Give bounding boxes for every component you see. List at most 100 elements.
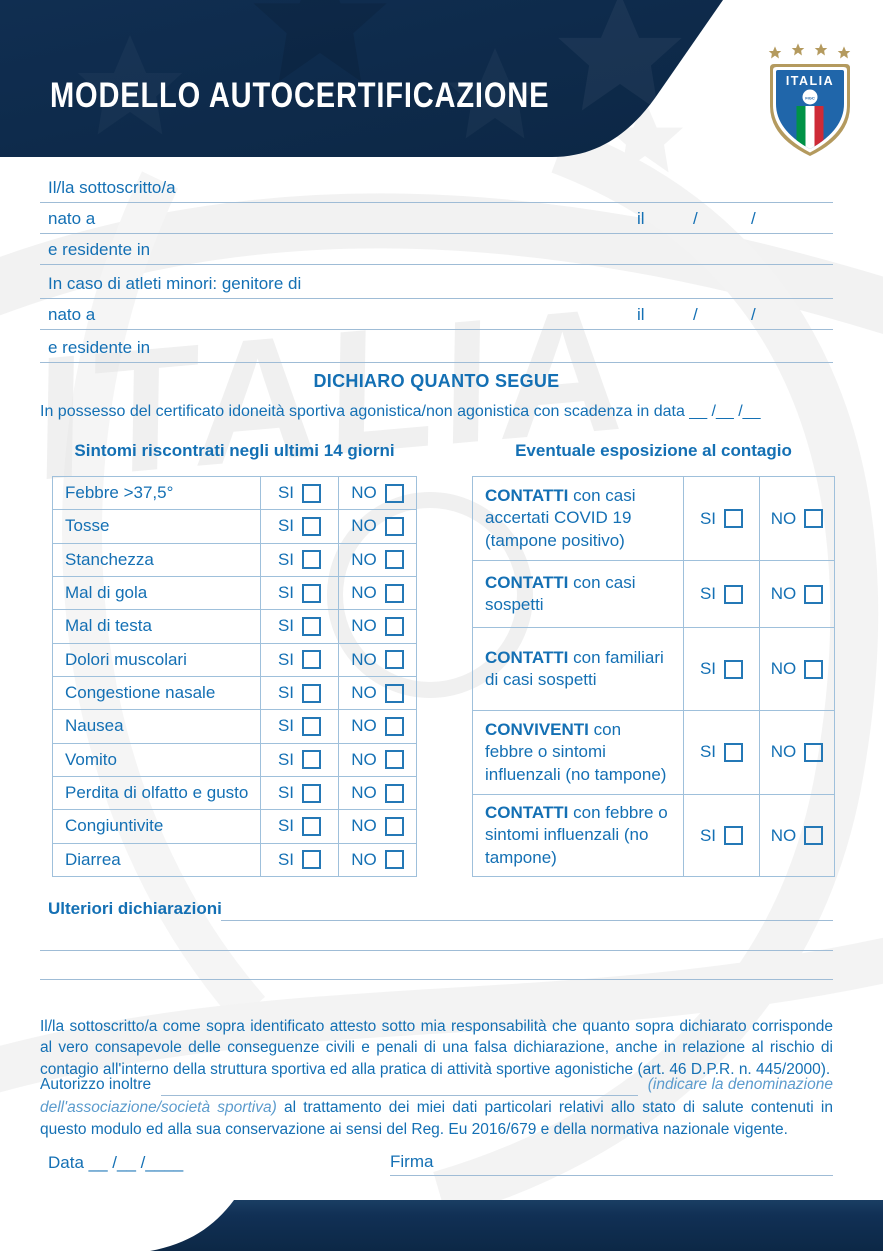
no-checkbox[interactable] <box>804 509 824 528</box>
si-checkbox[interactable] <box>302 783 322 803</box>
symptom-label: Vomito <box>65 749 117 769</box>
autorizzo-label: Autorizzo inoltre <box>40 1076 152 1093</box>
si-checkbox[interactable] <box>302 683 322 703</box>
si-cell: SI <box>260 676 338 710</box>
authorization-paragraph: dell'associazione/società sportiva) al t… <box>40 1099 833 1138</box>
genitore-field-line[interactable]: In caso di atleti minori: genitore di <box>40 264 833 299</box>
nato-a-field-line-2[interactable]: nato a il / / <box>40 298 833 330</box>
logo-italia-text: ITALIA <box>786 74 834 88</box>
no-checkbox[interactable] <box>384 483 404 503</box>
firma-label: Firma <box>390 1152 434 1171</box>
si-checkbox[interactable] <box>302 483 322 503</box>
no-cell: NO <box>338 576 416 610</box>
no-checkbox[interactable] <box>804 742 824 762</box>
si-cell: SI <box>260 710 338 743</box>
symptom-label: Stanchezza <box>65 549 154 569</box>
exposure-label: CONVIVENTI con febbre o sintomi influenz… <box>485 719 667 784</box>
no-checkbox[interactable] <box>384 650 404 670</box>
nato-a-field-line-1[interactable]: nato a il / / <box>40 202 833 234</box>
no-checkbox[interactable] <box>384 850 404 870</box>
si-checkbox[interactable] <box>724 659 744 679</box>
date-slash: / <box>693 209 698 228</box>
footer-band <box>150 1200 883 1251</box>
table-row: Mal di testa SI NO <box>53 609 416 643</box>
no-checkbox[interactable] <box>384 516 404 536</box>
no-cell: NO <box>338 610 416 643</box>
si-cell: SI <box>683 628 759 710</box>
si-checkbox[interactable] <box>302 616 322 636</box>
firma-write-line[interactable]: Firma <box>390 1150 833 1176</box>
symptom-label: Congestione nasale <box>65 683 216 703</box>
residente-field-line-2[interactable]: e residente in <box>40 329 833 363</box>
page-title: MODELLO AUTOCERTIFICAZIONE <box>50 76 550 115</box>
si-cell: SI <box>260 543 338 576</box>
exposure-table-title: Eventuale esposizione al contagio <box>515 441 792 460</box>
no-checkbox[interactable] <box>384 683 404 703</box>
table-row: Stanchezza SI NO <box>53 542 416 576</box>
table-row: Congestione nasale SI NO <box>53 675 416 710</box>
si-checkbox[interactable] <box>724 742 744 762</box>
date-slash: / <box>751 209 756 228</box>
form-content: Il/la sottoscritto/a nato a il / / e res… <box>40 0 835 1251</box>
il-label: il <box>637 305 645 324</box>
no-cell: NO <box>338 710 416 743</box>
date-slash: / <box>751 305 756 324</box>
ulteriori-write-line[interactable] <box>221 920 833 921</box>
il-label: il <box>637 209 645 228</box>
no-cell: NO <box>338 543 416 576</box>
table-row: Dolori muscolari SI NO <box>53 642 416 676</box>
si-checkbox[interactable] <box>302 750 322 770</box>
table-row: Congiuntivite SI NO <box>53 809 416 843</box>
exposure-table: CONTATTI con casi accertati COVID 19 (ta… <box>472 476 835 877</box>
gold-stars-icon <box>768 43 851 59</box>
si-checkbox[interactable] <box>724 509 744 528</box>
symptom-label: Mal di gola <box>65 583 148 603</box>
possesso-line: In possesso del certificato idoneità spo… <box>40 403 761 420</box>
si-cell: SI <box>260 576 338 610</box>
si-cell: SI <box>260 643 338 676</box>
table-row: CONVIVENTI con febbre o sintomi influenz… <box>473 709 834 794</box>
si-checkbox[interactable] <box>302 716 322 736</box>
residente-field-line-1[interactable]: e residente in <box>40 233 833 265</box>
autorizzo-write-line[interactable] <box>161 1073 638 1096</box>
exposure-label: CONTATTI con febbre o sintomi influenzal… <box>485 802 668 867</box>
no-checkbox[interactable] <box>384 550 404 570</box>
no-cell: NO <box>338 743 416 776</box>
si-checkbox[interactable] <box>302 816 322 836</box>
table-row: Vomito SI NO <box>53 742 416 776</box>
no-cell: NO <box>759 710 834 794</box>
no-checkbox[interactable] <box>384 783 404 803</box>
blank-write-line[interactable] <box>40 921 833 951</box>
no-checkbox[interactable] <box>384 583 404 603</box>
si-checkbox[interactable] <box>724 584 744 604</box>
sottoscritto-field-line[interactable]: Il/la sottoscritto/a <box>40 172 833 203</box>
si-cell: SI <box>260 477 338 510</box>
data-label[interactable]: Data __ /__ /____ <box>48 1153 184 1172</box>
no-checkbox[interactable] <box>384 750 404 770</box>
blank-write-line[interactable] <box>40 950 833 980</box>
no-checkbox[interactable] <box>804 826 824 845</box>
symptom-label: Mal di testa <box>65 616 152 636</box>
si-checkbox[interactable] <box>302 650 322 670</box>
ulteriori-label: Ulteriori dichiarazioni <box>48 899 222 918</box>
table-row: CONTATTI con casi accertati COVID 19 (ta… <box>473 477 834 560</box>
si-checkbox[interactable] <box>302 850 322 870</box>
si-checkbox[interactable] <box>302 516 322 536</box>
no-checkbox[interactable] <box>804 659 824 679</box>
si-cell: SI <box>683 710 759 794</box>
si-checkbox[interactable] <box>302 583 322 603</box>
no-checkbox[interactable] <box>384 816 404 836</box>
exposure-label: CONTATTI con casi sospetti <box>485 572 636 615</box>
authorization-block: Autorizzo inoltre (indicare la denominaz… <box>40 1074 833 1141</box>
dichiaro-heading: DICHIARO QUANTO SEGUE <box>313 371 560 391</box>
si-checkbox[interactable] <box>302 550 322 570</box>
si-checkbox[interactable] <box>724 826 744 845</box>
no-checkbox[interactable] <box>804 584 824 604</box>
no-checkbox[interactable] <box>384 716 404 736</box>
symptom-label: Febbre >37,5° <box>65 483 174 503</box>
no-checkbox[interactable] <box>384 616 404 636</box>
header-band <box>0 0 723 157</box>
no-cell: NO <box>338 643 416 676</box>
symptom-label: Nausea <box>65 716 124 736</box>
si-cell: SI <box>260 810 338 843</box>
